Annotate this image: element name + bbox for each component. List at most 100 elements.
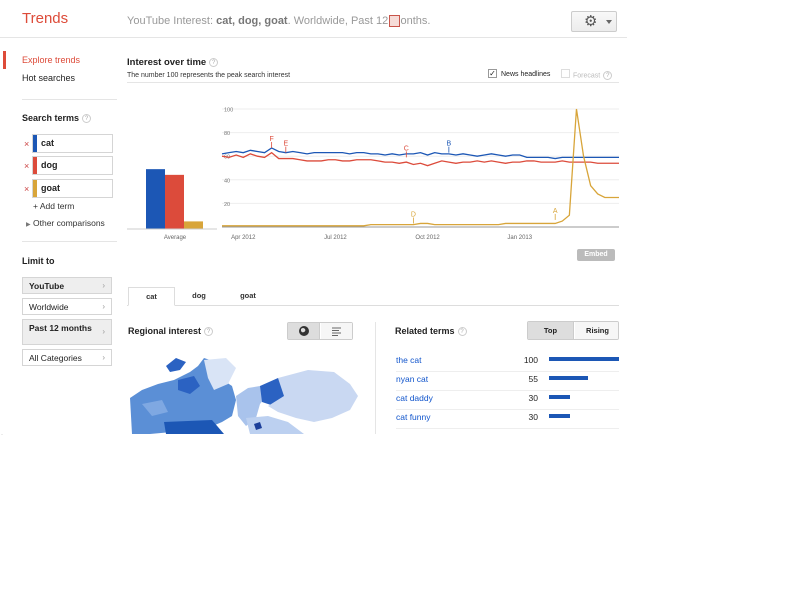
limit-property-select[interactable]: YouTube ›: [22, 277, 112, 294]
remove-term-goat-icon[interactable]: ×: [24, 184, 30, 194]
y-tick-label: 100: [224, 108, 233, 114]
embed-button[interactable]: Embed: [577, 249, 615, 261]
nav-hot-searches[interactable]: Hot searches: [22, 73, 76, 83]
related-top-button[interactable]: Top: [528, 322, 574, 339]
average-label: Average: [164, 235, 187, 241]
chevron-right-icon: ›: [102, 301, 105, 311]
term-input-goat[interactable]: goat: [32, 179, 113, 198]
row-divider: [396, 371, 619, 372]
globe-icon: [299, 326, 309, 336]
related-terms-title: Related terms?: [395, 326, 467, 337]
related-row: the cat 100: [396, 353, 619, 372]
help-icon[interactable]: ?: [82, 114, 92, 124]
list-view-button[interactable]: [321, 323, 352, 339]
remove-term-cat-icon[interactable]: ×: [24, 139, 30, 149]
related-row: nyan cat 55: [396, 372, 619, 391]
tab-cat[interactable]: cat: [128, 287, 175, 306]
related-term-value: 100: [523, 355, 538, 365]
average-bar-dog: [165, 174, 184, 229]
help-icon[interactable]: ?: [457, 327, 467, 337]
limit-property-value: YouTube: [29, 281, 65, 291]
subtitle-suffix: . Worldwide, Past 12 months.: [287, 15, 431, 27]
series-line-dog: [221, 151, 619, 167]
page-marker: ·: [1, 432, 3, 438]
search-terms-label: Search terms: [22, 113, 80, 123]
term-input-dog[interactable]: dog: [32, 156, 113, 175]
related-row: cat funny 30: [396, 410, 619, 429]
average-bar-goat: [184, 221, 203, 229]
trends-logo[interactable]: Trends: [22, 10, 69, 27]
series-line-goat: [222, 108, 619, 227]
x-tick-label: Oct 2012: [415, 235, 440, 241]
forecast-label: Forecast?: [573, 71, 613, 80]
chevron-right-icon: ›: [102, 352, 105, 362]
related-term-bar: [549, 357, 619, 361]
x-tick-label: Jan 2013: [507, 235, 532, 241]
related-term-link[interactable]: nyan cat: [396, 374, 429, 384]
list-icon: [332, 327, 341, 336]
related-row: cat daddy 30: [396, 391, 619, 410]
world-map[interactable]: [128, 356, 360, 434]
related-term-bar: [549, 414, 570, 418]
map-view-button[interactable]: [288, 323, 320, 339]
row-divider: [396, 428, 619, 429]
related-term-value: 55: [528, 374, 538, 384]
tab-dog[interactable]: dog: [192, 291, 206, 300]
limit-region-value: Worldwide: [29, 302, 69, 312]
related-term-link[interactable]: cat daddy: [396, 393, 433, 403]
y-tick-label: 40: [224, 178, 230, 184]
settings-button[interactable]: ⚙: [571, 11, 617, 32]
related-rising-button[interactable]: Rising: [575, 322, 618, 339]
help-icon[interactable]: ?: [603, 71, 613, 80]
section-divider: [127, 82, 619, 83]
limit-category-value: All Categories: [29, 353, 82, 363]
sidebar-divider: [22, 241, 117, 242]
related-term-bar: [549, 376, 588, 380]
related-toggle: Top Rising: [527, 321, 619, 340]
remove-term-dog-icon[interactable]: ×: [24, 161, 30, 171]
annotation-B: B: [447, 141, 452, 148]
add-term-link[interactable]: + Add term: [33, 201, 75, 211]
help-icon[interactable]: ?: [204, 327, 214, 337]
tab-goat[interactable]: goat: [240, 291, 256, 300]
sidebar-divider: [22, 99, 117, 100]
chevron-right-icon: ›: [102, 280, 105, 290]
search-terms-title: Search terms?: [22, 113, 92, 124]
row-divider: [396, 409, 619, 410]
forecast-text: Forecast: [573, 72, 601, 80]
related-term-link[interactable]: cat funny: [396, 412, 431, 422]
limit-time-select[interactable]: Past 12 months ›: [22, 319, 112, 345]
news-headlines-checkbox[interactable]: ✓: [488, 69, 497, 78]
share-icon[interactable]: [389, 15, 400, 27]
forecast-checkbox[interactable]: [561, 69, 570, 78]
triangle-right-icon: ▶: [26, 222, 31, 228]
row-divider: [396, 390, 619, 391]
interest-over-time-title: Interest over time?: [127, 57, 219, 68]
limit-category-select[interactable]: All Categories ›: [22, 349, 112, 366]
column-divider: [375, 322, 376, 434]
related-term-bar: [549, 395, 570, 399]
header-divider: [0, 37, 627, 38]
average-bar-cat: [146, 169, 165, 229]
term-input-cat[interactable]: cat: [32, 134, 113, 153]
limit-time-value: Past 12 months: [29, 323, 92, 333]
page-subtitle: YouTube Interest: cat, dog, goat. Worldw…: [127, 15, 430, 27]
peak-note: The number 100 represents the peak searc…: [127, 72, 291, 79]
chevron-down-icon: [606, 20, 612, 24]
regional-interest-label: Regional interest: [128, 326, 202, 336]
help-icon[interactable]: ?: [209, 57, 219, 67]
other-comparisons-link[interactable]: ▶ Other comparisons: [26, 218, 105, 228]
regional-interest-title: Regional interest?: [128, 326, 214, 337]
limit-region-select[interactable]: Worldwide ›: [22, 298, 112, 315]
gear-icon: ⚙: [584, 13, 598, 30]
nav-explore-trends[interactable]: Explore trends: [22, 55, 81, 65]
related-term-value: 30: [528, 393, 538, 403]
series-line-cat: [221, 147, 619, 160]
nav-active-indicator: [3, 51, 6, 69]
y-tick-label: 20: [224, 202, 230, 208]
related-term-value: 30: [528, 412, 538, 422]
limit-to-title: Limit to: [22, 256, 55, 266]
related-term-link[interactable]: the cat: [396, 355, 422, 365]
annotation-E: E: [283, 141, 288, 148]
